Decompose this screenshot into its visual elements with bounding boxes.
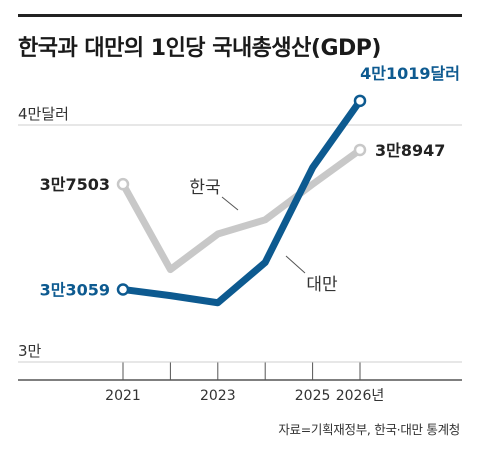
source-note: 자료=기획재정부, 한국·대만 통계청 [278, 422, 460, 437]
series-0-point-end [353, 143, 367, 157]
y-tick-label-0: 4만달러 [18, 105, 69, 123]
series-line-0 [119, 146, 364, 274]
x-tick-label-3: 2026년 [336, 388, 385, 404]
series-group [116, 94, 367, 307]
x-tick-label-2: 2025 [295, 388, 331, 404]
korea-series-name: 한국 [189, 178, 220, 198]
x-tick-label-1: 2023 [200, 388, 236, 404]
korea-end-label: 3만8947 [375, 141, 445, 160]
taiwan-start-label: 3만3059 [40, 281, 110, 300]
x-tick-label-0: 2021 [105, 388, 141, 404]
y-tick-label-1: 3만 [18, 342, 42, 360]
taiwan-leader-line [285, 255, 306, 274]
taiwan-series-name: 대만 [306, 275, 338, 295]
korea-start-label: 3만7503 [40, 175, 110, 194]
series-0-point-start [116, 177, 130, 191]
title-rule [18, 14, 462, 17]
series-line-1 [119, 97, 364, 307]
series-1-point-start [116, 283, 130, 296]
taiwan-end-label: 4만1019달러 [360, 64, 460, 83]
korea-leader-line [221, 196, 239, 211]
chart-title: 한국과 대만의 1인당 국내총생산(GDP) [18, 36, 381, 61]
series-1-point-end [353, 94, 367, 108]
axes: 4만달러 3만 2021 2023 2025 2026년 [18, 105, 462, 404]
